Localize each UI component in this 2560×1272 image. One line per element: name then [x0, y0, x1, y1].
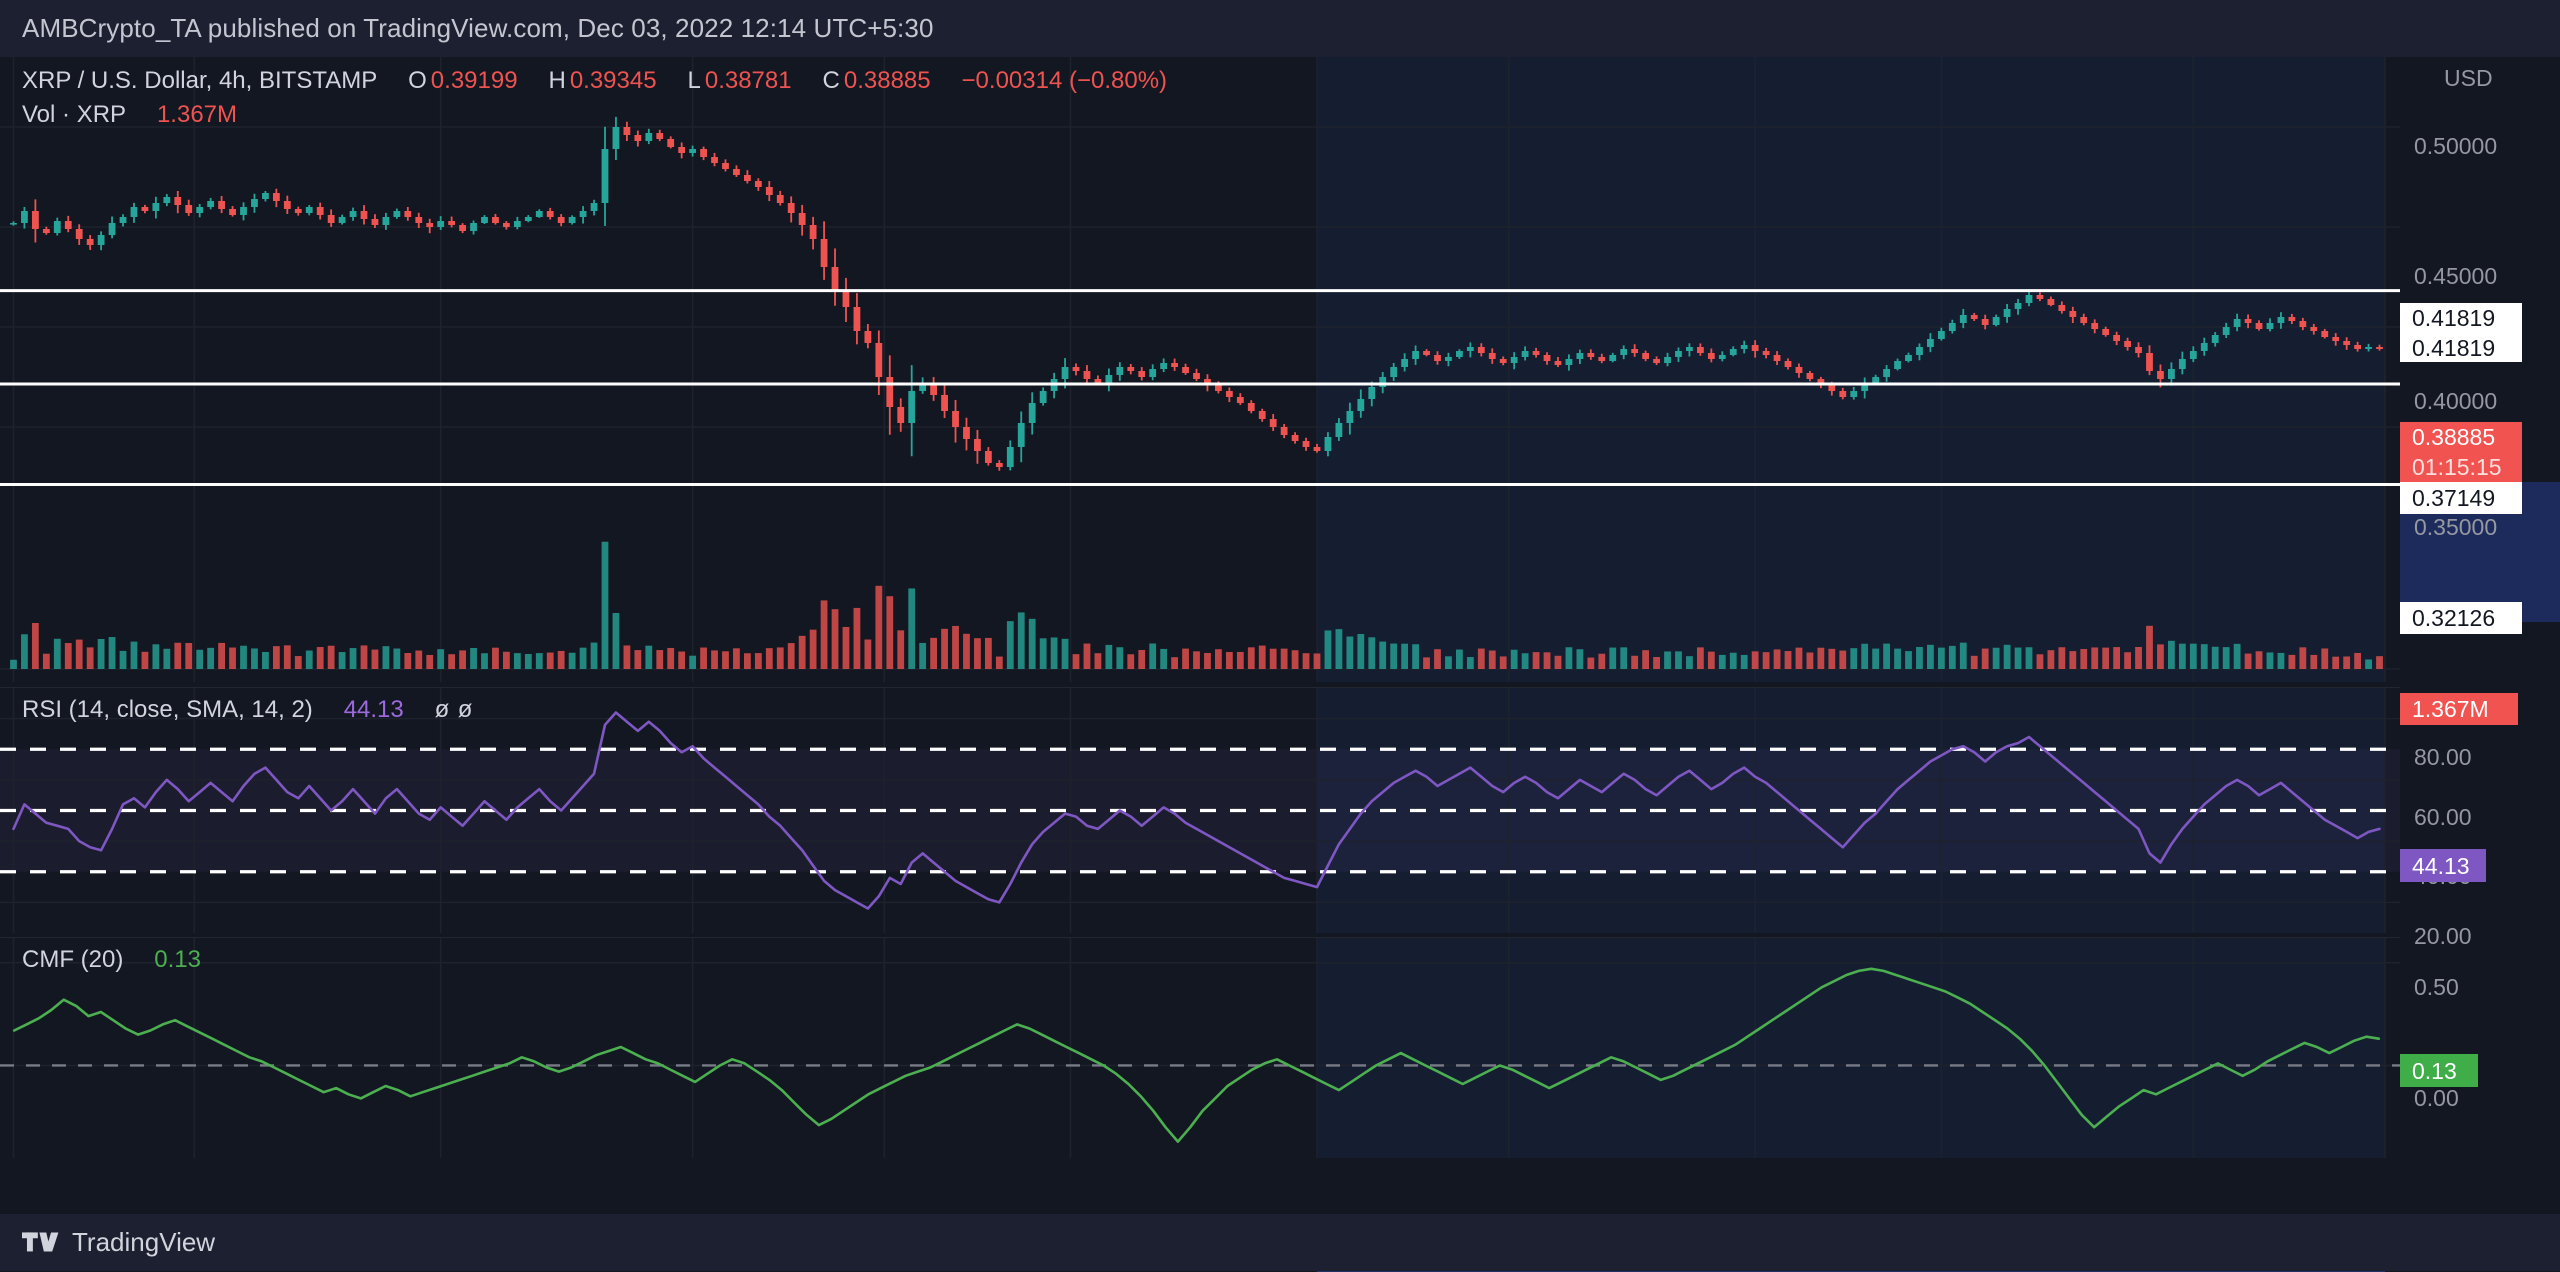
price-tick-1: 0.45000: [2414, 263, 2498, 289]
price-line-tag-mid[interactable]: 0.37149: [2400, 482, 2522, 514]
cmf-tick-0: 0.50: [2414, 974, 2459, 1000]
last-price-badge[interactable]: 0.38885 01:15:15: [2400, 422, 2522, 482]
cmf-badge-value: 0.13: [2412, 1057, 2457, 1084]
rsi-pane[interactable]: RSI (14, close, SMA, 14, 2) 44.13 ø ø: [0, 687, 2400, 933]
chart-frame: XRP / U.S. Dollar, 4h, BITSTAMP O 0.39199…: [0, 57, 2560, 1214]
rsi-badge-value: 44.13: [2412, 852, 2470, 879]
tradingview-logo-icon: [22, 1231, 59, 1251]
rsi-tick-1: 60.00: [2414, 804, 2472, 830]
rsi-tick-0: 80.00: [2414, 744, 2472, 770]
footer-bar: TradingView: [0, 1214, 2560, 1271]
price-axis-unit: USD: [2444, 65, 2493, 91]
price-line-tag-mid-value: 0.37149: [2412, 485, 2496, 511]
attribution-bar: AMBCrypto_TA published on TradingView.co…: [0, 0, 2560, 57]
price-tick-2: 0.40000: [2414, 388, 2498, 414]
cmf-pane[interactable]: CMF (20) 0.13: [0, 937, 2400, 1158]
chart-panes: XRP / U.S. Dollar, 4h, BITSTAMP O 0.39199…: [0, 57, 2400, 1158]
price-tick-0: 0.50000: [2414, 133, 2498, 159]
rsi-tick-3: 20.00: [2414, 923, 2472, 949]
last-price-value: 0.38885: [2412, 424, 2496, 450]
price-line-tag-lower[interactable]: 0.32126: [2400, 602, 2522, 634]
price-line-tag-upper-value-1: 0.41819: [2412, 304, 2496, 331]
rsi-plot: [0, 688, 2400, 933]
candlestick-plot: [0, 57, 2400, 682]
cmf-plot: [0, 938, 2400, 1158]
cmf-tick-1: 0.00: [2414, 1085, 2459, 1111]
price-line-tag-upper-value-2: 0.41819: [2412, 334, 2496, 361]
volume-badge[interactable]: 1.367M: [2400, 693, 2518, 725]
price-line-tag-upper[interactable]: 0.41819 0.41819: [2400, 303, 2522, 362]
tradingview-brand-label: TradingView: [72, 1227, 216, 1257]
price-line-tag-lower-value: 0.32126: [2412, 605, 2496, 631]
volume-badge-value: 1.367M: [2412, 696, 2489, 722]
bar-countdown: 01:15:15: [2412, 454, 2502, 480]
price-axis[interactable]: USD 0.50000 0.45000 0.40000 0.35000 0.41…: [2400, 57, 2560, 1214]
rsi-badge[interactable]: 44.13: [2400, 849, 2486, 882]
cmf-badge[interactable]: 0.13: [2400, 1054, 2478, 1087]
attribution-text: AMBCrypto_TA published on TradingView.co…: [22, 13, 934, 43]
price-pane[interactable]: XRP / U.S. Dollar, 4h, BITSTAMP O 0.39199…: [0, 57, 2400, 682]
price-tick-3: 0.35000: [2414, 514, 2498, 540]
